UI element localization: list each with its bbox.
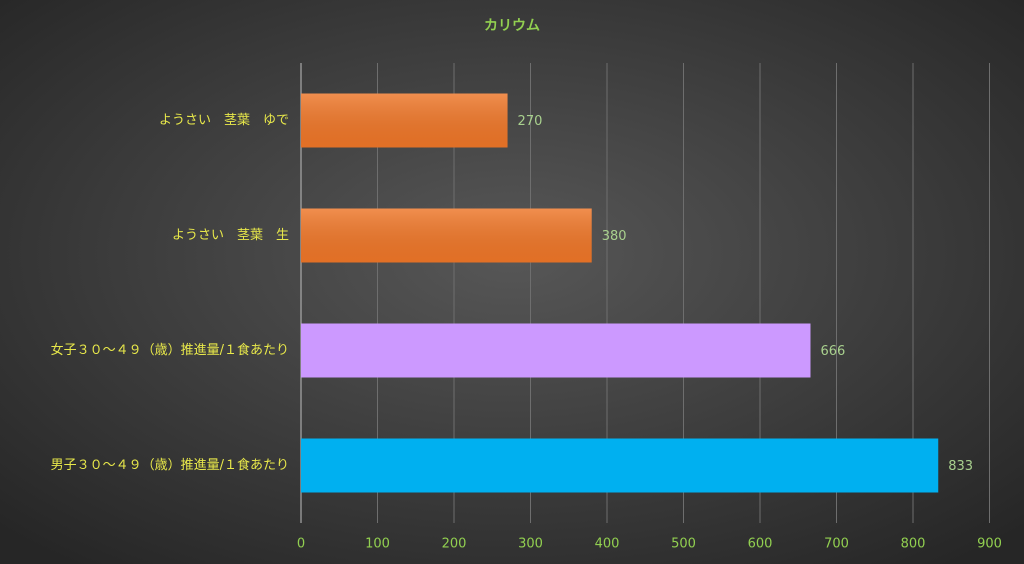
bar-shine [301, 93, 508, 148]
bar [301, 438, 939, 493]
bar [301, 323, 811, 378]
x-tick-label: 100 [365, 537, 390, 552]
bar-shine [301, 208, 592, 263]
y-tick-label: ようさい 茎葉 生 [172, 228, 289, 243]
x-tick-label: 300 [518, 537, 543, 552]
y-tick-label: 男子３０～４９（歳）推進量/１食あたり [51, 457, 289, 473]
y-tick-label: 女子３０～４９（歳）推進量/１食あたり [51, 342, 289, 358]
x-tick-label: 0 [297, 537, 305, 552]
y-tick-label: ようさい 茎葉 ゆで [159, 113, 289, 128]
x-tick-label: 500 [671, 537, 696, 552]
x-tick-label: 400 [595, 537, 620, 552]
value-label: 666 [820, 344, 845, 359]
x-tick-label: 600 [748, 537, 773, 552]
value-label: 380 [602, 229, 627, 244]
value-label: 270 [518, 114, 543, 129]
x-tick-label: 200 [442, 537, 467, 552]
x-tick-label: 700 [824, 537, 849, 552]
value-label: 833 [948, 459, 973, 474]
chart-title: カリウム [484, 18, 540, 34]
x-tick-label: 900 [977, 537, 1002, 552]
x-tick-label: 800 [901, 537, 926, 552]
